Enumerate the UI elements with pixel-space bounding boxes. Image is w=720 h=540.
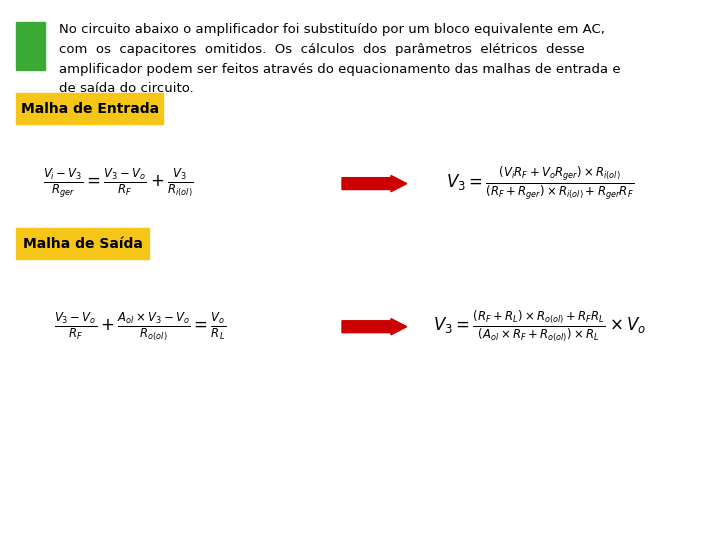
Text: Malha de Entrada: Malha de Entrada <box>21 102 158 116</box>
Text: $V_3 = \frac{(V_i R_F + V_o R_{ger}) \times R_{i(ol)}}{(R_F + R_{ger}) \times R_: $V_3 = \frac{(V_i R_F + V_o R_{ger}) \ti… <box>446 165 634 202</box>
FancyBboxPatch shape <box>16 22 45 70</box>
FancyArrow shape <box>342 176 407 192</box>
Text: amplificador podem ser feitos através do equacionamento das malhas de entrada e: amplificador podem ser feitos através do… <box>59 63 621 76</box>
Text: $\frac{V_i - V_3}{R_{ger}} = \frac{V_3 - V_o}{R_F} + \frac{V_3}{R_{i(ol)}}$: $\frac{V_i - V_3}{R_{ger}} = \frac{V_3 -… <box>43 167 194 200</box>
FancyBboxPatch shape <box>16 228 149 259</box>
FancyArrow shape <box>342 319 407 335</box>
Text: $V_3 = \frac{(R_F + R_L) \times R_{o(ol)} + R_F R_L}{(A_{ol} \times R_F + R_{o(o: $V_3 = \frac{(R_F + R_L) \times R_{o(ol)… <box>433 309 647 345</box>
Text: com  os  capacitores  omitidos.  Os  cálculos  dos  parâmetros  elétricos  desse: com os capacitores omitidos. Os cálculos… <box>59 43 585 56</box>
Text: No circuito abaixo o amplificador foi substituído por um bloco equivalente em AC: No circuito abaixo o amplificador foi su… <box>59 23 605 36</box>
Text: Malha de Saída: Malha de Saída <box>22 237 143 251</box>
Text: de saída do circuito.: de saída do circuito. <box>59 82 194 95</box>
Text: $\frac{V_3 - V_o}{R_F} + \frac{A_{ol} \times V_3 - V_o}{R_{o(ol)}} = \frac{V_o}{: $\frac{V_3 - V_o}{R_F} + \frac{A_{ol} \t… <box>54 310 227 343</box>
FancyBboxPatch shape <box>16 93 163 124</box>
